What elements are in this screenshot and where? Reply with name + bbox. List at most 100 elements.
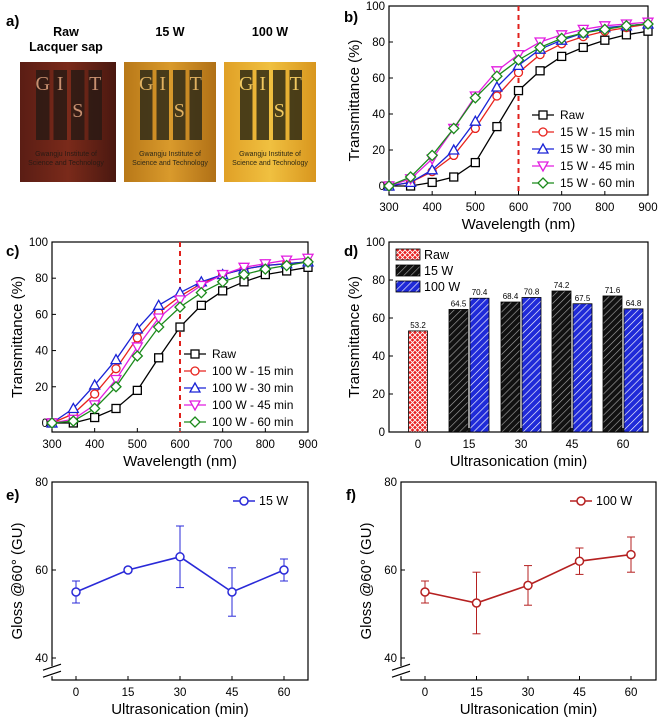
- x-tick-label: 300: [42, 439, 61, 451]
- bar: [623, 308, 644, 433]
- legend-marker: [576, 496, 586, 506]
- data-point: [259, 263, 272, 276]
- data-point: [90, 412, 100, 423]
- axis-break-mark: [42, 670, 62, 678]
- panel-label: f): [346, 487, 356, 504]
- x-tick-label: 60: [625, 687, 638, 699]
- data-point: [600, 35, 610, 45]
- y-tick-label: 40: [35, 346, 48, 358]
- x-tick-label: 15: [122, 687, 135, 699]
- legend-label: Raw: [560, 108, 584, 122]
- data-point: [302, 255, 314, 268]
- x-tick-label: 900: [298, 439, 317, 451]
- bar-value-label: 64.5: [451, 299, 467, 308]
- legend-marker: [189, 416, 201, 428]
- data-point: [175, 322, 185, 332]
- bar: [500, 301, 521, 433]
- bar-value-label: 70.8: [524, 287, 540, 296]
- logo-caption: Gwangju Institute of: [239, 151, 301, 158]
- y-axis-title: Transmittance (%): [346, 276, 363, 398]
- logo-caption: Gwangju Institute of: [139, 151, 201, 158]
- logo-letter: T: [190, 73, 202, 95]
- logo-strip: [53, 70, 67, 140]
- x-tick-label: 30: [515, 439, 528, 451]
- data-point: [154, 353, 164, 363]
- logo-strip: [36, 70, 50, 140]
- bar: [469, 297, 490, 433]
- y-tick-label: 40: [372, 109, 385, 121]
- x-tick-label: 15: [470, 687, 483, 699]
- data-point: [469, 114, 482, 126]
- logo-letter: G: [36, 73, 50, 95]
- legend-label: Raw: [424, 248, 450, 262]
- bar: [572, 303, 593, 433]
- legend-label: 15 W - 45 min: [560, 159, 635, 173]
- y-tick-label: 60: [35, 565, 48, 577]
- x-tick-label: 0: [73, 687, 79, 699]
- panel-d-chart: d) 0 15 30 45 60 0 20 40 60 80 100 Ultrasonication (…: [344, 237, 649, 470]
- data-point: [88, 402, 101, 415]
- legend-marker: [538, 110, 548, 120]
- y-tick-label: 40: [384, 653, 397, 665]
- panel-label: b): [344, 9, 358, 26]
- y-tick-label: 60: [372, 313, 385, 325]
- data-point: [110, 380, 122, 393]
- y-axis-title: Gloss @60° (GU): [9, 522, 26, 639]
- y-tick-label: 100: [29, 237, 48, 249]
- data-point: [490, 80, 504, 92]
- data-point: [557, 51, 567, 62]
- logo-caption: Science and Technology: [28, 160, 104, 167]
- legend-label: 15 W: [259, 494, 288, 508]
- y-tick-label: 80: [372, 37, 385, 49]
- panel-label: d): [344, 243, 358, 260]
- y-axis-title: Transmittance (%): [346, 40, 363, 162]
- data-point: [196, 300, 206, 310]
- y-tick-label: 100: [366, 1, 385, 13]
- data-point: [67, 415, 80, 428]
- logo-strip: [140, 70, 153, 140]
- data-point: [132, 333, 142, 343]
- data-point: [280, 259, 293, 272]
- data-point: [535, 66, 545, 76]
- legend-marker: [190, 366, 200, 376]
- y-tick-label: 80: [35, 477, 48, 489]
- data-point: [383, 180, 395, 192]
- logo-strip: [156, 70, 169, 140]
- logo-strip: [173, 70, 186, 140]
- x-tick-label: 600: [170, 439, 189, 451]
- data-point: [152, 298, 165, 310]
- x-tick-label: 30: [522, 687, 535, 699]
- data-point: [620, 19, 633, 32]
- data-point: [626, 549, 636, 560]
- data-point: [490, 70, 503, 83]
- data-point: [426, 149, 439, 162]
- sample-title: Raw: [53, 25, 79, 39]
- y-tick-label: 0: [379, 427, 385, 439]
- y-axis-title: Transmittance (%): [9, 276, 26, 398]
- legend-marker: [536, 142, 550, 154]
- x-tick-label: 500: [466, 202, 485, 214]
- data-point: [470, 157, 480, 168]
- x-tick-label: 0: [415, 439, 421, 451]
- legend-marker: [188, 381, 202, 393]
- data-point: [46, 417, 58, 429]
- data-point: [447, 143, 460, 155]
- logo-caption: Science and Technology: [232, 160, 308, 167]
- data-point: [131, 350, 144, 362]
- logo-caption: Gwangju Institute of: [35, 151, 97, 158]
- logo-letter: G: [239, 73, 253, 95]
- logo-letter: I: [57, 73, 64, 95]
- legend-swatch: [395, 280, 421, 293]
- x-tick-label: 45: [566, 439, 579, 451]
- logo-strip: [240, 70, 253, 140]
- panel-f-chart: f) 0 15 30 45 60 40 60 80 Ultrasonication (min) Gl…: [346, 477, 657, 718]
- logo-letter: T: [290, 73, 302, 95]
- y-tick-label: 20: [372, 145, 385, 157]
- x-tick-label: 700: [213, 439, 232, 451]
- x-tick-label: 800: [256, 439, 275, 451]
- data-point: [109, 353, 123, 365]
- legend-label: 100 W - 60 min: [212, 415, 293, 429]
- x-tick-label: 15: [463, 439, 476, 451]
- data-point: [152, 313, 165, 325]
